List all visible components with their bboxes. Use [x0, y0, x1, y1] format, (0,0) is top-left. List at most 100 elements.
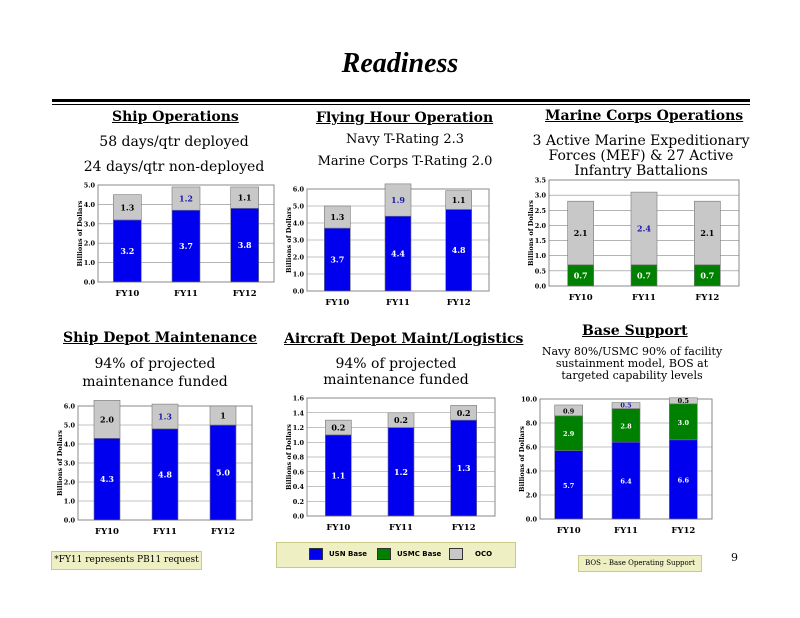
ship_ops-bar-usn-FY12 [230, 207, 259, 283]
base-ytick-label: 4.0 [526, 468, 538, 476]
marine-ytick-label: 1.5 [535, 237, 547, 245]
ship_depot-ytick-label: 4.0 [64, 441, 76, 449]
ship_ops-data-label-oco-FY12: 1.1 [238, 193, 252, 203]
base-bar-usmc-FY11 [611, 408, 641, 443]
aircraft_depot-data-label-usn-FY12: 1.3 [457, 463, 471, 473]
footnote: *FY11 represents PB11 request [51, 551, 202, 570]
base-ytick-label: 6.0 [526, 444, 538, 452]
marine-data-label-oco-FY12: 2.1 [700, 228, 714, 238]
aircraft_depot-ytick-label: 1.2 [293, 424, 304, 432]
aircraft_depot-bar-oco-FY12 [450, 405, 477, 421]
legend-usn-swatch [309, 548, 323, 560]
marine-note-3: Infantry Battalions [574, 163, 708, 179]
ship_depot-ytick-label: 0.0 [64, 517, 76, 525]
aircraft_depot-data-label-usn-FY11: 1.2 [394, 467, 408, 477]
ship_depot-data-label-oco-FY10: 2.0 [100, 414, 114, 424]
flying-xtick-label: FY10 [325, 298, 349, 308]
ship_depot-data-label-oco-FY11: 1.3 [158, 411, 172, 421]
ship-depot-note-2: maintenance funded [82, 374, 228, 390]
base-data-label-usn-FY12: 6.6 [678, 476, 690, 484]
ship_ops-ytick-label: 2.0 [84, 240, 96, 248]
ship_ops-ylabel: Billions of Dollars [76, 200, 84, 266]
ship_ops-svg: 0.0 1.0 2.0 3.0 4.0 5.0 Billions of Dollars 3.2… [76, 182, 275, 299]
flying-xtick-label: FY11 [386, 298, 410, 308]
marine-data-label-usmc-FY10: 0.7 [574, 270, 588, 280]
ship-depot-note-1: 94% of projected [94, 356, 216, 372]
ship-ops-note-2: 24 days/qtr non-deployed [83, 159, 265, 175]
ship_depot-xtick-label: FY10 [95, 527, 119, 537]
base-xtick-label: FY11 [614, 526, 638, 536]
aircraft_depot-ytick-label: 1.6 [293, 395, 305, 403]
flying-svg: 0.0 1.0 2.0 3.0 4.0 5.0 6.0 Billions of Dollars… [285, 183, 490, 308]
aircraft-depot-note-1: 94% of projected [335, 356, 457, 372]
marine-ytick-label: 3.0 [535, 192, 547, 200]
flying-note-1: Navy T-Rating 2.3 [345, 132, 465, 147]
ship_depot-ytick-label: 1.0 [64, 498, 76, 506]
ship_depot-bar-usn-FY12 [209, 424, 237, 521]
ship_ops-bar-usn-FY11 [171, 209, 201, 283]
ship_ops-xtick-label: FY11 [174, 289, 198, 299]
aircraft_depot-xtick-label: FY10 [326, 523, 350, 533]
aircraft_depot-ytick-label: 0.8 [293, 454, 305, 462]
base-svg: 0.0 2.0 4.0 6.0 8.0 10.0 Billions of Dollars 5.… [518, 396, 713, 536]
marine-chart: 0.0 0.5 1.0 1.5 2.0 2.5 3.0 3.5 Billions of Doll… [527, 176, 745, 306]
legend: USN Base USMC Base OCO [276, 542, 516, 568]
aircraft_depot-bar-usn-FY11 [387, 427, 415, 517]
base-ytick-label: 0.0 [526, 516, 538, 524]
base-bar-usn-FY11 [611, 441, 641, 520]
marine-ytick-label: 0.0 [535, 283, 547, 291]
ship_depot-ytick-label: 3.0 [64, 460, 76, 468]
page-title: Readiness [341, 48, 459, 79]
base-ytick-label: 10.0 [521, 396, 537, 404]
marine-bar-oco-FY11 [630, 191, 658, 266]
base-data-label-usmc-FY11: 2.8 [620, 422, 632, 430]
aircraft_depot-ytick-label: 0.6 [293, 468, 305, 476]
marine-data-label-oco-FY11: 2.4 [637, 223, 651, 233]
aircraft_depot-xtick-label: FY12 [452, 523, 476, 533]
base-ytick-label: 2.0 [526, 492, 538, 500]
ship_ops-data-label-usn-FY10: 3.2 [120, 246, 134, 256]
ship_depot-bar-oco-FY12 [209, 405, 237, 426]
aircraft_depot-svg: 0.0 0.2 0.4 0.6 0.8 1.0 1.2 1.4 1.6 Billions of D… [285, 395, 496, 533]
base-data-label-usmc-FY10: 2.9 [563, 430, 575, 438]
marine-heading: Marine Corps Operations [545, 108, 744, 124]
base-data-label-usn-FY11: 6.4 [620, 478, 632, 486]
bos-note: BOS – Base Operating Support [578, 555, 702, 572]
base-ytick-label: 8.0 [526, 420, 538, 428]
aircraft_depot-data-label-oco-FY12: 0.2 [457, 408, 471, 418]
aircraft-depot-heading: Aircraft Depot Maint/Logistics [284, 331, 524, 347]
base-xtick-label: FY10 [557, 526, 581, 536]
ship_depot-data-label-usn-FY11: 4.8 [158, 469, 172, 479]
ship_depot-bar-usn-FY10 [93, 437, 121, 521]
legend-usmc-label: USMC Base [397, 550, 442, 558]
marine-xtick-label: FY10 [569, 293, 593, 303]
flying-note-2: Marine Corps T-Rating 2.0 [317, 154, 493, 169]
ship_ops-bar-oco-FY11 [171, 186, 201, 211]
ship_ops-bar-oco-FY10 [113, 194, 142, 221]
base-note-1: Navy 80%/USMC 90% of facility [541, 345, 723, 358]
flying-xtick-label: FY12 [447, 298, 471, 308]
page-number: 9 [731, 551, 738, 564]
base-bar-oco-FY11 [611, 402, 641, 409]
flying-bar-usn-FY10 [324, 227, 351, 292]
marine-data-label-usmc-FY12: 0.7 [700, 270, 714, 280]
flying-data-label-usn-FY11: 4.4 [391, 249, 405, 259]
ship_depot-ytick-label: 5.0 [64, 422, 76, 430]
flying-data-label-oco-FY10: 1.3 [330, 212, 344, 222]
marine-note-1: 3 Active Marine Expeditionary [532, 133, 750, 149]
legend-oco-label: OCO [475, 550, 493, 558]
base-xtick-label: FY12 [671, 526, 695, 536]
base-bar-oco-FY10 [554, 404, 583, 417]
flying-bar-oco-FY11 [384, 183, 412, 217]
base-chart: 0.0 2.0 4.0 6.0 8.0 10.0 Billions of Dollars 5.… [508, 393, 716, 539]
base-bar-usn-FY10 [554, 450, 583, 520]
marine-ytick-label: 1.0 [535, 252, 547, 260]
flying-chart: 0.0 1.0 2.0 3.0 4.0 5.0 6.0 Billions of Dollars… [283, 183, 493, 311]
aircraft_depot-data-label-oco-FY10: 0.2 [331, 423, 345, 433]
flying-data-label-oco-FY12: 1.1 [452, 195, 466, 205]
ship_depot-bar-oco-FY10 [93, 399, 121, 439]
ship_depot-ylabel: Billions of Dollars [56, 430, 64, 496]
flying-ytick-label: 2.0 [293, 254, 305, 262]
aircraft_depot-bar-oco-FY10 [325, 419, 352, 436]
ship_depot-xtick-label: FY11 [153, 527, 177, 537]
